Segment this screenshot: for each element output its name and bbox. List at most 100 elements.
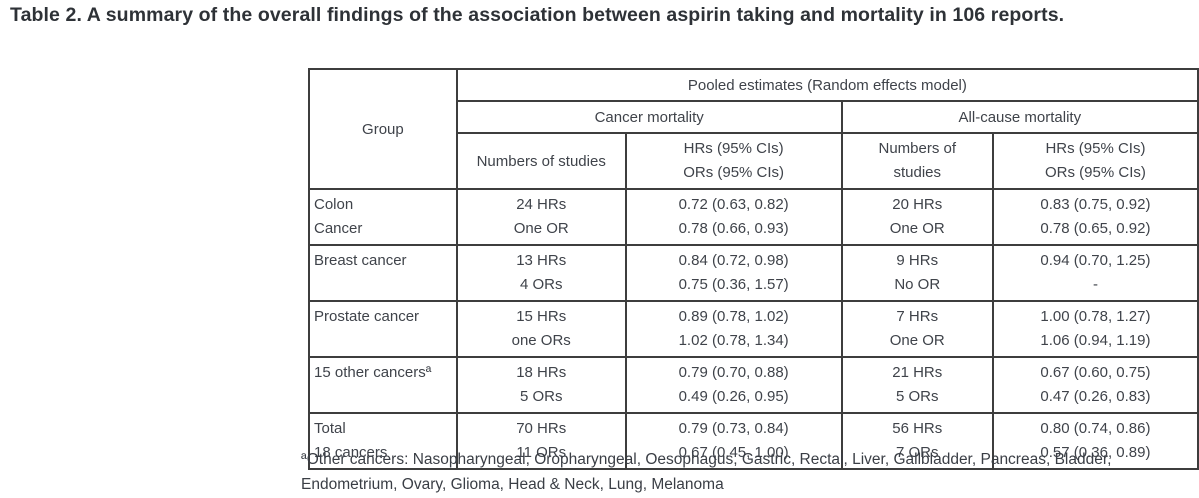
table-footnote: ªOther cancers: Nasopharyngeal, Orophary… bbox=[301, 447, 1196, 497]
header-line: Numbers of bbox=[878, 140, 957, 157]
allcause-estimates-header-cell: HRs (95% CIs) ORs (95% CIs) bbox=[991, 132, 1199, 190]
allcause-studies-header-cell: Numbers of studies bbox=[840, 132, 994, 190]
cell-line: 0.79 (0.70, 0.88) bbox=[678, 364, 789, 381]
cancer-studies-cell: 15 HRs one ORs bbox=[455, 300, 627, 358]
cancer-studies-header-cell: Numbers of studies bbox=[455, 132, 627, 190]
cell-line: One OR bbox=[889, 220, 945, 237]
cell-line: one ORs bbox=[511, 332, 571, 349]
header-row-2: Cancer mortality All-cause mortality bbox=[309, 100, 1199, 134]
header-line: HRs (95% CIs) bbox=[683, 140, 784, 157]
summary-table: Group Pooled estimates (Random effects m… bbox=[308, 68, 1199, 470]
table-row: 15 other cancersª 18 HRs 5 ORs 0.79 (0.7… bbox=[308, 356, 1199, 414]
allcause-studies-cell: 21 HRs 5 ORs bbox=[840, 356, 994, 414]
all-cause-mortality-header-cell: All-cause mortality bbox=[840, 100, 1199, 134]
cell-line: Cancer bbox=[314, 220, 363, 237]
cell-line: 5 ORs bbox=[519, 388, 563, 405]
allcause-estimates-cell: 0.83 (0.75, 0.92) 0.78 (0.65, 0.92) bbox=[991, 188, 1199, 246]
cell-line: 11 ORs bbox=[516, 444, 567, 461]
cell-line: 18 cancers bbox=[314, 444, 388, 461]
cell-line: 0.67 (0.60, 0.75) bbox=[1040, 364, 1151, 381]
header-row-3: Numbers of studies HRs (95% CIs) ORs (95… bbox=[309, 132, 1199, 190]
cell-line: 56 HRs bbox=[892, 420, 943, 437]
cell-line: 5 ORs bbox=[896, 388, 939, 405]
allcause-studies-cell: 7 HRs One OR bbox=[840, 300, 994, 358]
header-line: HRs (95% CIs) bbox=[1045, 140, 1146, 157]
allcause-studies-cell: 20 HRs One OR bbox=[840, 188, 994, 246]
group-cell: 15 other cancersª bbox=[308, 356, 458, 414]
cancer-studies-cell: 18 HRs 5 ORs bbox=[455, 356, 627, 414]
cancer-studies-cell: 13 HRs 4 ORs bbox=[455, 244, 627, 302]
header-row-1: Group Pooled estimates (Random effects m… bbox=[308, 68, 1199, 190]
cell-line: 0.83 (0.75, 0.92) bbox=[1040, 196, 1151, 213]
cell-line: 4 ORs bbox=[519, 276, 563, 293]
cell-line: 15 HRs bbox=[516, 308, 567, 325]
cell-line: No OR bbox=[894, 276, 941, 293]
cell-line: 0.72 (0.63, 0.82) bbox=[678, 196, 789, 213]
cell-line: One OR bbox=[889, 332, 945, 349]
table-row: Breast cancer 13 HRs 4 ORs 0.84 (0.72, 0… bbox=[308, 244, 1199, 302]
cell-line: 0.47 (0.26, 0.83) bbox=[1040, 388, 1151, 405]
cell-line: 0.67 (0.45, 1.00) bbox=[678, 444, 789, 461]
cell-line: 1.02 (0.78, 1.34) bbox=[678, 332, 789, 349]
cell-line: One OR bbox=[513, 220, 569, 237]
allcause-estimates-cell: 0.67 (0.60, 0.75) 0.47 (0.26, 0.83) bbox=[991, 356, 1199, 414]
header-line: studies bbox=[893, 164, 942, 181]
cell-line bbox=[314, 329, 452, 353]
footnote-line: ªOther cancers: Nasopharyngeal, Orophary… bbox=[301, 451, 1112, 468]
cell-line: 0.75 (0.36, 1.57) bbox=[678, 276, 789, 293]
cell-line: Total bbox=[314, 420, 346, 437]
allcause-studies-cell: 56 HRs 7 ORs bbox=[840, 412, 994, 470]
cell-line: 0.78 (0.66, 0.93) bbox=[678, 220, 789, 237]
allcause-estimates-cell: 0.94 (0.70, 1.25) - bbox=[991, 244, 1199, 302]
allcause-estimates-cell: 0.80 (0.74, 0.86) 0.57 (0.36, 0.89) bbox=[991, 412, 1199, 470]
cancer-estimates-cell: 0.72 (0.63, 0.82) 0.78 (0.66, 0.93) bbox=[624, 188, 843, 246]
table-row: Colon Cancer 24 HRs One OR 0.72 (0.63, 0… bbox=[308, 188, 1199, 246]
table-row: Total 18 cancers 70 HRs 11 ORs 0.79 (0.7… bbox=[308, 412, 1199, 470]
cell-line bbox=[314, 273, 452, 297]
cell-line: 7 HRs bbox=[896, 308, 939, 325]
group-cell: Breast cancer bbox=[308, 244, 458, 302]
cell-line: 0.80 (0.74, 0.86) bbox=[1040, 420, 1151, 437]
cancer-studies-cell: 24 HRs One OR bbox=[455, 188, 627, 246]
cell-line: - bbox=[1092, 276, 1098, 293]
cell-line: 21 HRs bbox=[892, 364, 943, 381]
group-cell: Total 18 cancers bbox=[308, 412, 458, 470]
cell-line: Prostate cancer bbox=[314, 308, 420, 325]
cell-line bbox=[314, 385, 452, 409]
cell-line: 0.89 (0.78, 1.02) bbox=[678, 308, 789, 325]
cell-line: 7 ORs bbox=[896, 444, 939, 461]
cell-line: Breast cancer bbox=[314, 252, 407, 269]
cell-line: Colon bbox=[314, 196, 354, 213]
cell-line: 0.78 (0.65, 0.92) bbox=[1040, 220, 1151, 237]
cell-line: 1.06 (0.94, 1.19) bbox=[1040, 332, 1151, 349]
cell-line: 9 HRs bbox=[896, 252, 939, 269]
allcause-studies-cell: 9 HRs No OR bbox=[840, 244, 994, 302]
cancer-mortality-header-cell: Cancer mortality bbox=[455, 100, 843, 134]
cell-line: 13 HRs bbox=[516, 252, 567, 269]
footnote-line: Endometrium, Ovary, Glioma, Head & Neck,… bbox=[301, 476, 724, 493]
cell-line: 18 HRs bbox=[516, 364, 567, 381]
table-row: Prostate cancer 15 HRs one ORs 0.89 (0.7… bbox=[308, 300, 1199, 358]
cancer-estimates-cell: 0.84 (0.72, 0.98) 0.75 (0.36, 1.57) bbox=[624, 244, 843, 302]
cell-line: 15 other cancersª bbox=[314, 364, 432, 381]
cancer-estimates-header-cell: HRs (95% CIs) ORs (95% CIs) bbox=[624, 132, 843, 190]
pooled-estimates-header-cell: Pooled estimates (Random effects model) bbox=[455, 68, 1199, 102]
cell-line: 0.84 (0.72, 0.98) bbox=[678, 252, 789, 269]
cancer-estimates-cell: 0.79 (0.70, 0.88) 0.49 (0.26, 0.95) bbox=[624, 356, 843, 414]
header-line: ORs (95% CIs) bbox=[683, 164, 785, 181]
cell-line: 70 HRs bbox=[516, 420, 567, 437]
cell-line: 0.79 (0.73, 0.84) bbox=[678, 420, 789, 437]
allcause-estimates-cell: 1.00 (0.78, 1.27) 1.06 (0.94, 1.19) bbox=[991, 300, 1199, 358]
group-cell: Colon Cancer bbox=[308, 188, 458, 246]
cell-line: 0.94 (0.70, 1.25) bbox=[1040, 252, 1151, 269]
header-line: ORs (95% CIs) bbox=[1045, 164, 1146, 181]
cancer-estimates-cell: 0.89 (0.78, 1.02) 1.02 (0.78, 1.34) bbox=[624, 300, 843, 358]
group-header-cell: Group bbox=[308, 68, 458, 190]
cancer-estimates-cell: 0.79 (0.73, 0.84) 0.67 (0.45, 1.00) bbox=[624, 412, 843, 470]
cell-line: 20 HRs bbox=[892, 196, 943, 213]
cancer-studies-cell: 70 HRs 11 ORs bbox=[455, 412, 627, 470]
group-cell: Prostate cancer bbox=[308, 300, 458, 358]
cell-line: 0.49 (0.26, 0.95) bbox=[678, 388, 789, 405]
cell-line: 0.57 (0.36, 0.89) bbox=[1040, 444, 1151, 461]
